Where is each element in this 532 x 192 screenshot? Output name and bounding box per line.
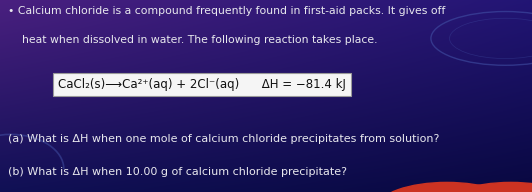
- Text: CaCl₂(s)⟶Ca²⁺(aq) + 2Cl⁻(aq)      ΔH = −81.4 kJ: CaCl₂(s)⟶Ca²⁺(aq) + 2Cl⁻(aq) ΔH = −81.4 …: [58, 78, 346, 91]
- Text: heat when dissolved in water. The following reaction takes place.: heat when dissolved in water. The follow…: [8, 35, 378, 45]
- Text: • Calcium chloride is a compound frequently found in first-aid packs. It gives o: • Calcium chloride is a compound frequen…: [8, 6, 445, 16]
- Text: (b) What is ΔH when 10.00 g of calcium chloride precipitate?: (b) What is ΔH when 10.00 g of calcium c…: [8, 167, 347, 177]
- Circle shape: [442, 182, 532, 192]
- Text: (a) What is ΔH when one mole of calcium chloride precipitates from solution?: (a) What is ΔH when one mole of calcium …: [8, 134, 439, 144]
- Circle shape: [378, 182, 516, 192]
